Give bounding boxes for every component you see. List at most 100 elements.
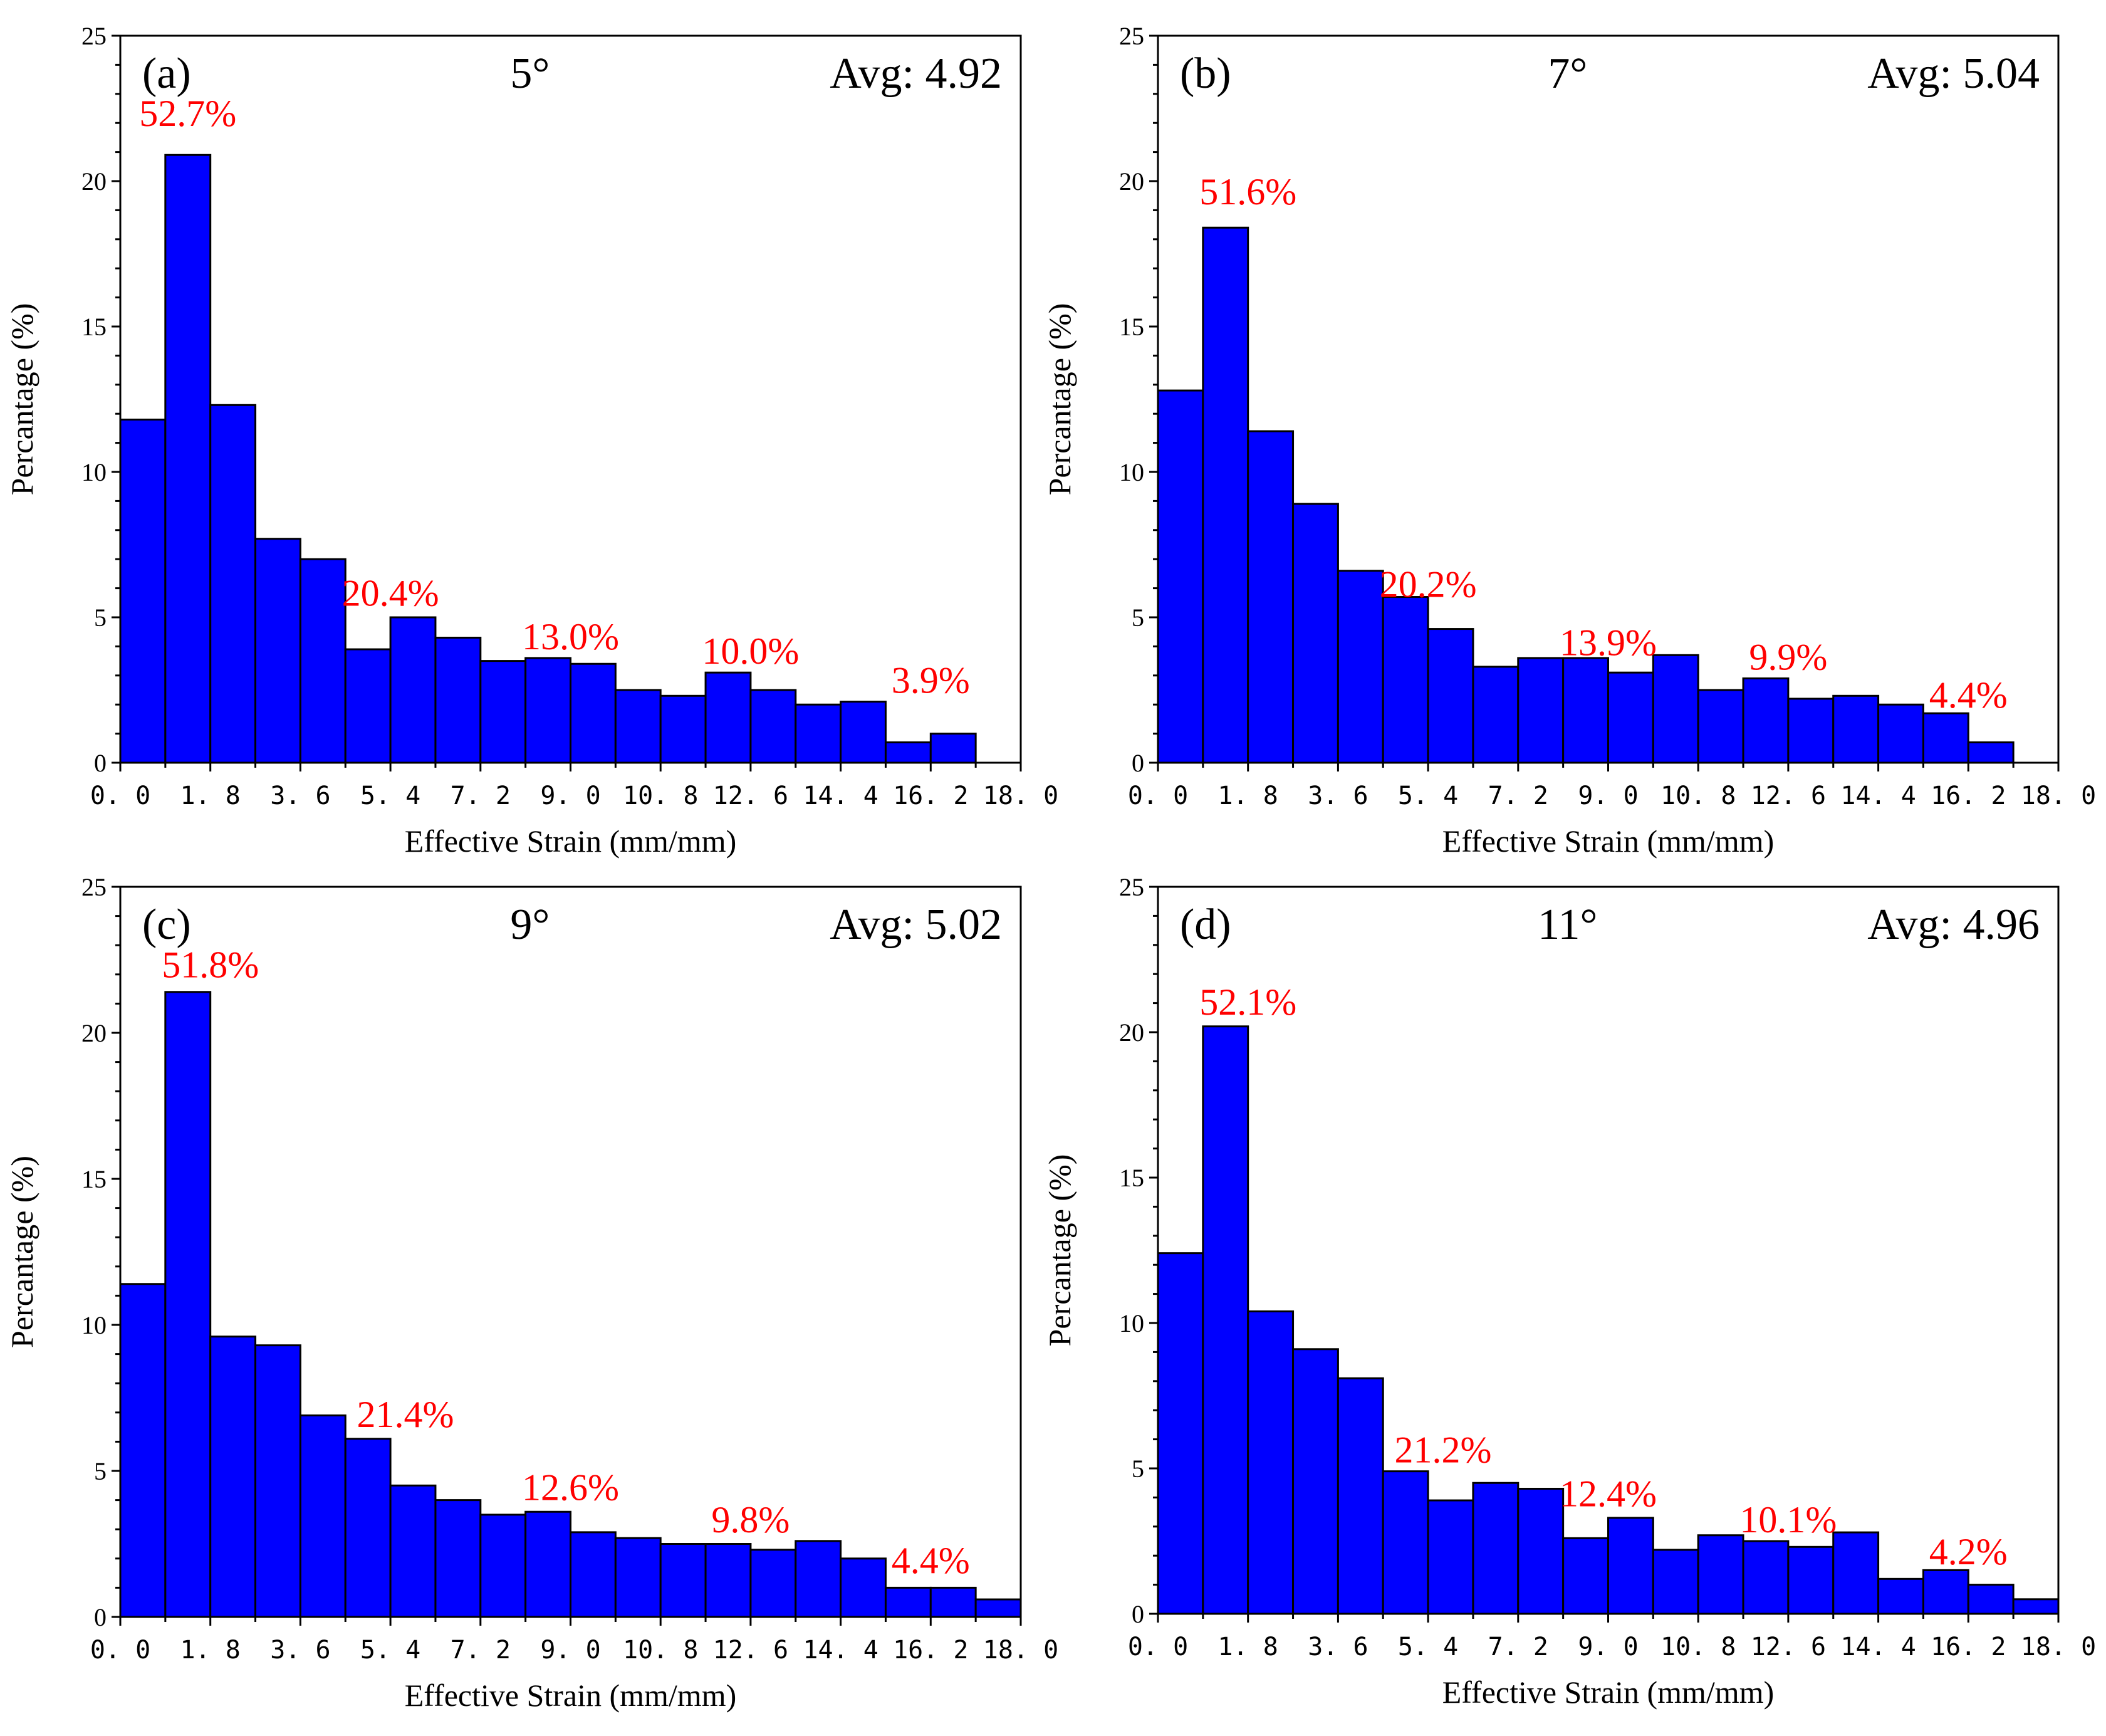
y-axis-title: Percantage (%) xyxy=(4,303,39,496)
histogram-bar xyxy=(254,538,301,764)
y-tick-label: 25 xyxy=(81,873,107,901)
x-tick-label: 14. 4 xyxy=(803,782,878,810)
histogram-bar xyxy=(254,1344,301,1618)
histogram-bar xyxy=(209,404,257,764)
histogram-bar xyxy=(1292,1348,1339,1615)
x-tick-label: 16. 2 xyxy=(893,782,968,810)
histogram-bar xyxy=(1877,703,1924,764)
percentage-annotation: 10.1% xyxy=(1739,1499,1837,1540)
histogram-bar xyxy=(299,558,347,764)
histogram-bar xyxy=(479,1514,527,1618)
chart-panel-3: 0 5 10 15 20 25 0. 0 1. 8 3. 6 5. 4 7. 2 9. 0 10. 8 1… xyxy=(4,873,1058,1713)
y-tick-label: 25 xyxy=(1119,873,1144,901)
histogram-bar xyxy=(749,1549,797,1618)
x-tick-label: 3. 6 xyxy=(1308,1633,1368,1661)
histogram-bar xyxy=(1832,694,1880,764)
histogram-bar xyxy=(1157,389,1204,764)
x-tick-label: 16. 2 xyxy=(893,1636,968,1665)
histogram-bar xyxy=(389,1484,437,1618)
histogram-bar xyxy=(1247,430,1295,764)
y-tick-label: 0 xyxy=(94,1603,107,1631)
y-tick-label: 10 xyxy=(81,1311,107,1339)
histogram-bar xyxy=(884,1586,932,1618)
histogram-bar xyxy=(704,1543,752,1618)
histogram-bar xyxy=(1292,503,1339,764)
histogram-bar xyxy=(659,1543,707,1618)
histogram-bar xyxy=(1652,1549,1699,1615)
histogram-bar xyxy=(614,689,662,764)
histogram-bar xyxy=(1922,1569,1969,1615)
percentage-annotation: 21.4% xyxy=(357,1394,454,1435)
x-tick-label: 16. 2 xyxy=(1931,782,2006,810)
percentage-annotation: 4.2% xyxy=(1929,1531,2008,1572)
percentage-annotation: 21.2% xyxy=(1395,1430,1492,1471)
histogram-bar xyxy=(840,701,887,764)
histogram-bar xyxy=(1382,1470,1429,1615)
percentage-annotation: 12.6% xyxy=(522,1467,619,1509)
histogram-bar xyxy=(1562,657,1609,764)
histogram-bar xyxy=(2012,1598,2060,1615)
x-tick-label: 18. 0 xyxy=(2021,782,2096,810)
histogram-bar xyxy=(1967,1584,2015,1615)
x-tick-label: 0. 0 xyxy=(1128,1633,1188,1661)
percentage-annotation: 20.2% xyxy=(1380,564,1477,605)
histogram-bar xyxy=(1697,1534,1744,1615)
histogram-bar xyxy=(1742,1540,1790,1615)
x-tick-label: 1. 8 xyxy=(1218,782,1278,810)
x-tick-label: 0. 0 xyxy=(1128,782,1188,810)
percentage-annotation: 9.9% xyxy=(1749,637,1827,678)
histogram-bar xyxy=(1607,1517,1654,1615)
percentage-annotation: 13.9% xyxy=(1560,622,1657,663)
x-tick-label: 9. 0 xyxy=(540,1636,600,1665)
histogram-bar xyxy=(614,1537,662,1618)
histogram-bar xyxy=(570,662,617,764)
x-tick-label: 5. 4 xyxy=(360,1636,420,1665)
histogram-bar xyxy=(1562,1537,1609,1615)
y-tick-label: 15 xyxy=(81,313,107,341)
x-tick-label: 9. 0 xyxy=(540,782,600,810)
x-tick-label: 1. 8 xyxy=(180,1636,241,1665)
y-tick-label: 10 xyxy=(1119,458,1144,486)
x-tick-label: 7. 2 xyxy=(451,782,511,810)
histogram-bar xyxy=(524,657,572,764)
y-tick-label: 5 xyxy=(94,1457,107,1485)
x-tick-label: 14. 4 xyxy=(803,1636,878,1665)
histogram-bar xyxy=(1337,1377,1384,1615)
chart-panel-1: 0 5 10 15 20 25 0. 0 1. 8 3. 6 5. 4 7. 2 9. 0 10. 8 1… xyxy=(4,22,1058,859)
panel-label: (a) xyxy=(142,50,191,98)
x-tick-label: 3. 6 xyxy=(270,1636,330,1665)
y-tick-label: 15 xyxy=(1119,313,1144,341)
x-tick-label: 7. 2 xyxy=(451,1636,511,1665)
percentage-annotation: 10.0% xyxy=(702,630,799,672)
x-tick-label: 5. 4 xyxy=(1398,782,1458,810)
histogram-bar xyxy=(1247,1310,1295,1615)
x-tick-label: 3. 6 xyxy=(1308,782,1368,810)
histogram-bar xyxy=(795,1540,842,1618)
y-tick-label: 20 xyxy=(1119,167,1144,196)
x-tick-label: 14. 4 xyxy=(1840,782,1916,810)
x-tick-label: 0. 0 xyxy=(90,1636,150,1665)
x-tick-label: 10. 8 xyxy=(1660,1633,1736,1661)
y-tick-label: 25 xyxy=(81,22,107,50)
y-tick-label: 5 xyxy=(94,604,107,632)
histogram-bar xyxy=(1517,1487,1565,1615)
y-tick-label: 20 xyxy=(81,167,107,196)
x-tick-label: 1. 8 xyxy=(180,782,241,810)
chart-panel-2: 0 5 10 15 20 25 0. 0 1. 8 3. 6 5. 4 7. 2 9. 0 10. 8 1… xyxy=(1042,22,2096,859)
histogram-bar xyxy=(1337,570,1384,764)
percentage-annotation: 51.6% xyxy=(1199,171,1296,212)
histogram-bar xyxy=(1157,1252,1204,1615)
y-tick-label: 20 xyxy=(1119,1018,1144,1047)
x-tick-label: 18. 0 xyxy=(2021,1633,2096,1661)
histogram-bar xyxy=(164,991,212,1618)
histogram-bar xyxy=(1427,628,1474,764)
histogram-bar xyxy=(1202,226,1249,764)
angle-label: 5° xyxy=(510,50,550,98)
x-tick-label: 5. 4 xyxy=(360,782,420,810)
x-tick-label: 18. 0 xyxy=(983,1636,1058,1665)
histogram-bar xyxy=(884,741,932,764)
x-tick-label: 7. 2 xyxy=(1488,782,1548,810)
avg-label: Avg: 4.92 xyxy=(830,50,1002,98)
x-tick-label: 12. 6 xyxy=(713,1636,788,1665)
histogram-bar xyxy=(1697,689,1744,764)
